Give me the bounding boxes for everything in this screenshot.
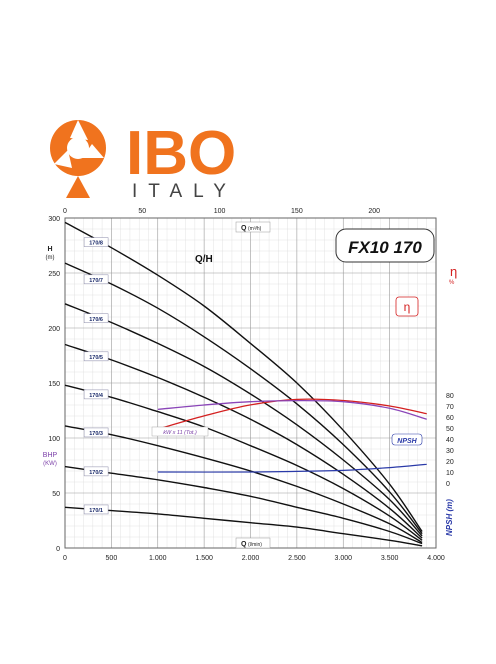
stage-label-170-2: 170/2 [89, 470, 103, 476]
x-axis-bottom-label: Q [241, 541, 247, 548]
x-tick-label: 3.000 [334, 555, 352, 562]
x-top-tick-label: 50 [138, 208, 146, 215]
x-top-tick-label: 100 [214, 208, 226, 215]
y-right-tick-label: 70 [446, 404, 454, 411]
x-axis-bottom-label-box [235, 537, 271, 549]
head-curve-170-6 [64, 303, 423, 537]
ibo-wordmark: IBO [126, 119, 236, 188]
y-tick-label: 0 [56, 546, 60, 553]
x-tick-label: 2.000 [242, 555, 260, 562]
stage-labels: 170/8 170/7 170/6 170/5 170/4 170/3 170/2 170/1 [83, 237, 109, 515]
x-top-tick-label: 200 [368, 208, 380, 215]
x-top-tick-label: 0 [63, 208, 67, 215]
y-right-tick-label: 20 [446, 459, 454, 466]
x-tick-label: 3.500 [381, 555, 399, 562]
eta-label-box [395, 296, 419, 317]
stage-label-170-1: 170/1 [89, 508, 103, 514]
chart-title-box [335, 228, 435, 263]
y-tick-label: 100 [48, 436, 60, 443]
x-tick-label: 0 [63, 555, 67, 562]
head-curve-170-7 [64, 262, 423, 535]
stage-label-box [83, 504, 109, 515]
y-right-tick-label: 40 [446, 437, 454, 444]
y-right-tick-label: 30 [446, 448, 454, 455]
y-axis-head-label: H [47, 246, 52, 253]
power-label: kW x 11 (Tot.) [163, 430, 197, 436]
x-tick-label: 1.500 [195, 555, 213, 562]
x-tick-label: 1.000 [149, 555, 167, 562]
stage-label-box [83, 351, 109, 362]
x-axis-m3h-ticks: 0 50 100 150 200 [63, 208, 380, 215]
power-curve [157, 399, 427, 420]
y-tick-label: 50 [52, 491, 60, 498]
chart-title: FX10 170 [348, 238, 422, 257]
npsh-label-box [391, 433, 423, 446]
y-right-tick-label: 0 [446, 481, 450, 488]
power-label-box [151, 426, 209, 437]
eta-label: η [404, 300, 411, 314]
head-curve-170-2 [64, 465, 423, 545]
head-curve-170-1 [64, 506, 423, 547]
ibo-swirl-emblem [50, 120, 106, 198]
x-axis-top-unit: (m³/h) [248, 226, 262, 232]
stage-label-170-7: 170/7 [89, 278, 103, 284]
y-axis-head-unit: (m) [46, 255, 55, 261]
npsh-label: NPSH [397, 438, 417, 445]
x-axis-bottom-unit: (l/min) [248, 542, 262, 548]
stage-label-170-5: 170/5 [89, 355, 103, 361]
y-axis-efficiency-unit: % [449, 280, 455, 286]
stage-label-box [83, 427, 109, 438]
y-axis-efficiency-ticks: 0 10 20 30 40 50 60 70 80 [446, 393, 454, 488]
y-tick-label: 150 [48, 381, 60, 388]
head-curve-170-8 [64, 221, 423, 532]
y-tick-label: 250 [48, 271, 60, 278]
italy-wordmark: ITALY [132, 181, 237, 200]
x-tick-label: 2.500 [288, 555, 306, 562]
y-right-tick-label: 10 [446, 470, 454, 477]
y-axis-bhp-unit: (KW) [43, 461, 57, 467]
x-tick-label: 500 [106, 555, 118, 562]
head-curve-170-3 [64, 425, 423, 544]
stage-label-box [83, 237, 109, 247]
stage-label-170-6: 170/6 [89, 317, 103, 323]
stage-label-box [83, 274, 109, 285]
y-axis-efficiency-label: η [450, 264, 457, 279]
y-tick-label: 300 [48, 216, 60, 223]
head-curve-170-4 [64, 384, 423, 541]
x-tick-label: 4.000 [427, 555, 445, 562]
ibo-italy-logo: IBO ITALY [50, 119, 237, 200]
efficiency-curve [157, 398, 427, 430]
qh-label: Q/H [195, 254, 213, 265]
npsh-curve [157, 463, 427, 473]
y-right-tick-label: 80 [446, 393, 454, 400]
y-axis-head-ticks: 0 50 100 150 200 250 300 [48, 216, 60, 553]
stage-label-170-8: 170/8 [89, 241, 103, 247]
stage-label-170-4: 170/4 [89, 393, 104, 399]
y-axis-bhp-label: BHP [43, 452, 58, 459]
y-tick-label: 200 [48, 326, 60, 333]
stage-label-box [83, 313, 109, 324]
x-top-tick-label: 150 [291, 208, 303, 215]
x-axis-top-label-box [235, 221, 271, 233]
chart-curves [64, 221, 427, 547]
y-right-tick-label: 60 [446, 415, 454, 422]
y-axis-npsh-label: NPSH (m) [445, 499, 454, 536]
x-axis-lmin-ticks: 0 500 1.000 1.500 2.000 2.500 3.000 3.500 4.000 [63, 555, 445, 562]
stage-label-box [83, 466, 109, 477]
stage-label-box [83, 389, 109, 400]
head-curve-170-5 [64, 343, 423, 539]
y-right-tick-label: 50 [446, 426, 454, 433]
x-axis-top-label: Q [241, 225, 247, 232]
stage-label-170-3: 170/3 [89, 431, 103, 437]
